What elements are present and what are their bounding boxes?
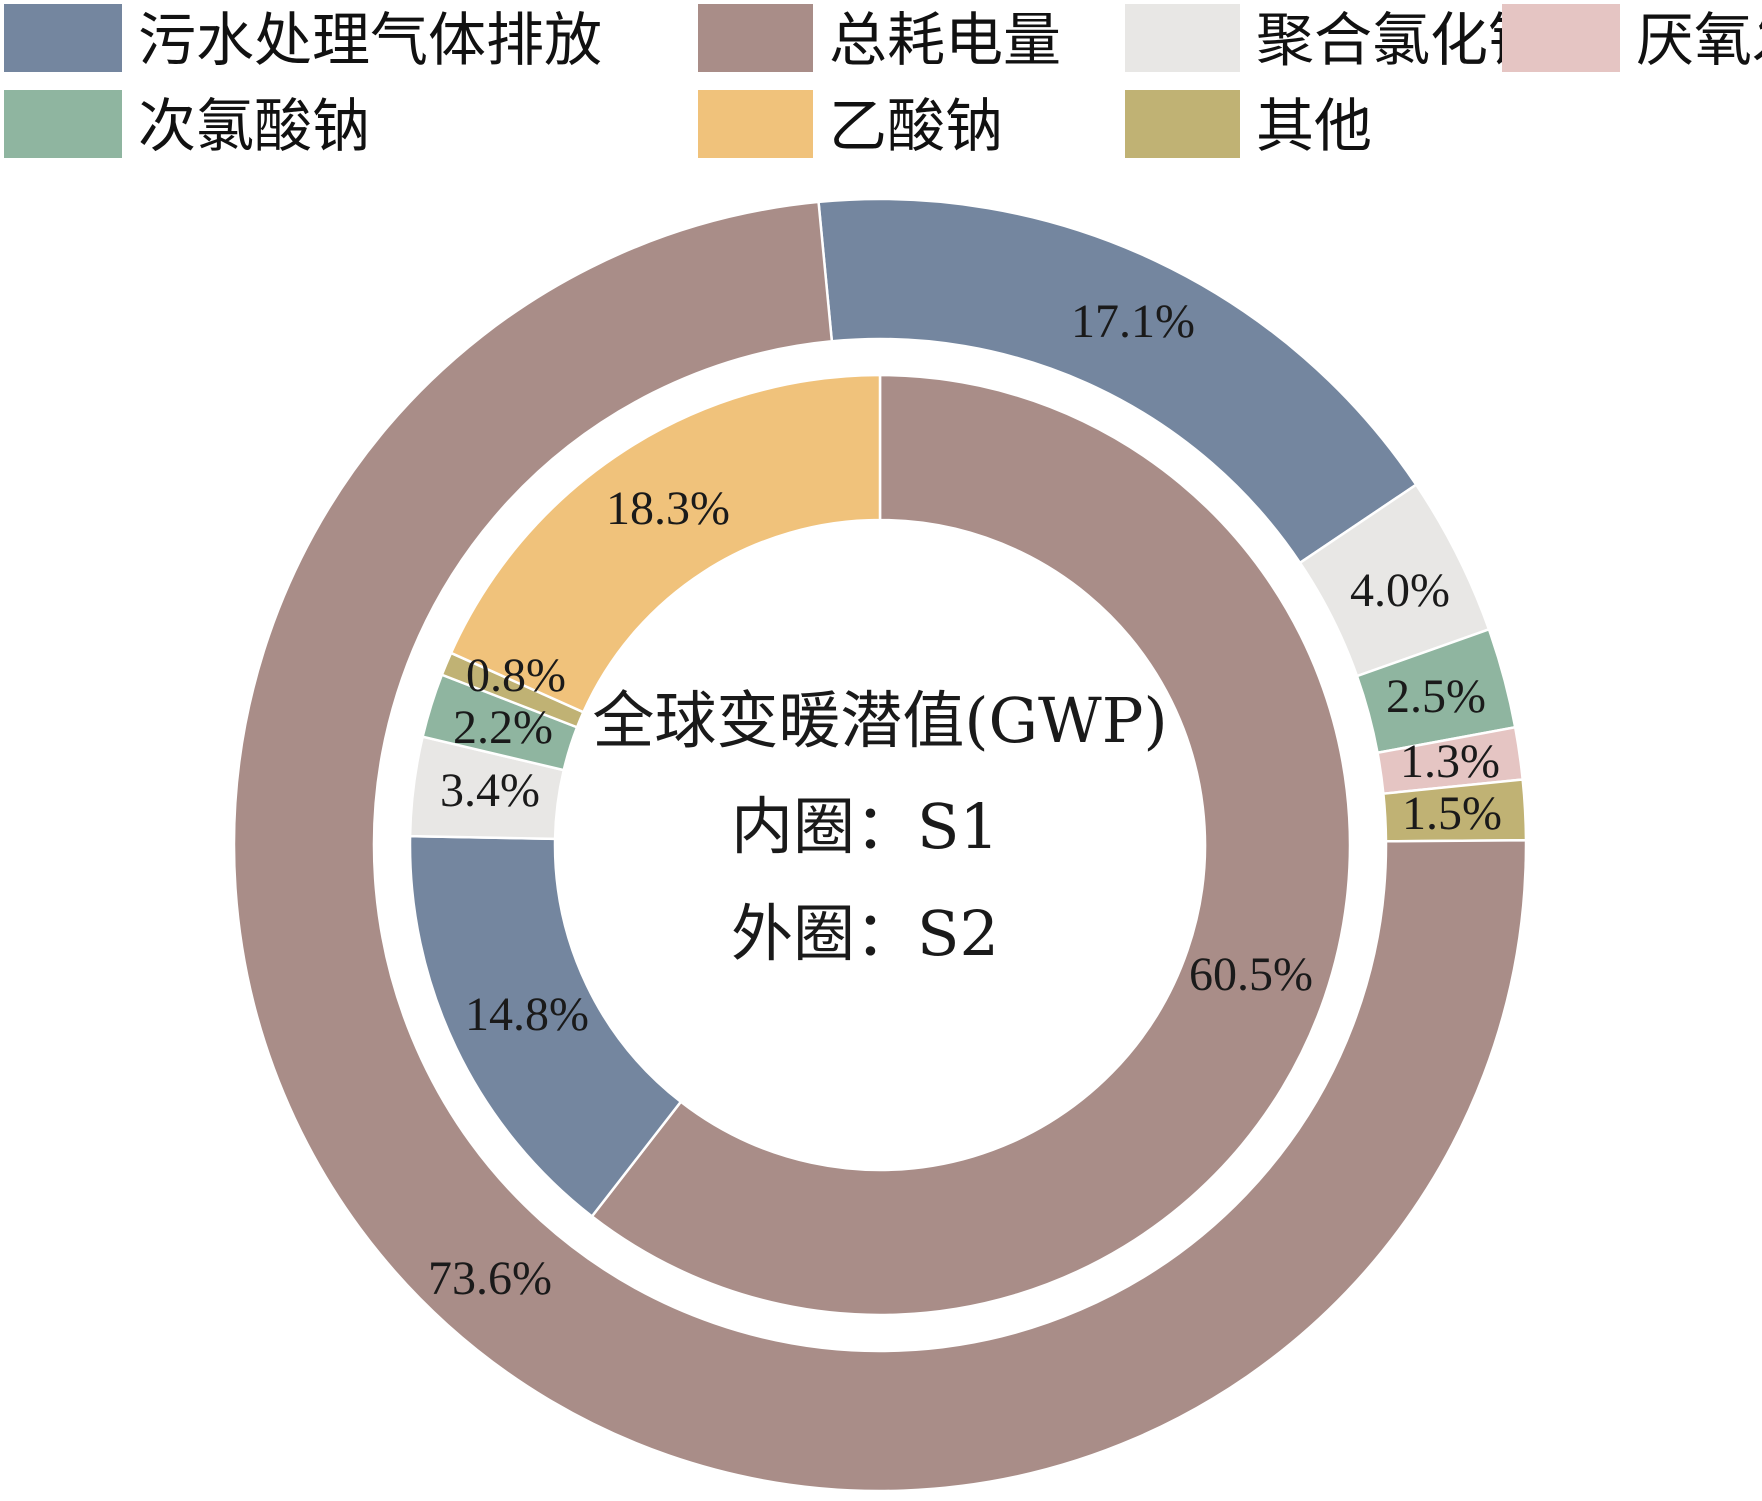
legend-swatch-anaerobic <box>1502 4 1620 72</box>
outer-label-pac: 4.0% <box>1350 564 1450 617</box>
outer-ring-s2 <box>232 197 1528 1493</box>
legend: 污水处理气体排放 总耗电量 聚合氯化铝 厌氧发酵气体排放次氯酸钠 乙酸钠 其他 <box>4 4 1762 160</box>
legend-item-power: 总耗电量 <box>698 4 1061 74</box>
outer-label-power: 73.6% <box>428 1252 552 1305</box>
legend-swatch-sewage <box>4 4 122 72</box>
center-outer-note: 外圈：S2 <box>731 897 999 970</box>
inner-label-naac: 18.3% <box>606 482 730 535</box>
inner-label-pac: 3.4% <box>440 764 540 817</box>
slice-labels: 17.1% 4.0% 2.5% 1.3%1.5% 73.6% 60.5% 14.8% 3.4%… <box>428 295 1502 1305</box>
legend-swatch-other <box>1125 90 1240 158</box>
legend-item-sewage: 污水处理气体排放 <box>4 4 602 74</box>
outer-slice-power <box>232 200 1528 1493</box>
center-title: 全球变暖潜值(GWP) <box>592 684 1167 757</box>
legend-swatch-pac <box>1125 4 1240 72</box>
center-caption: 全球变暖潜值(GWP) 内圈：S1 外圈：S2 <box>592 684 1167 970</box>
legend-label-naac: 乙酸钠 <box>829 92 1003 160</box>
legend-label-sewage: 污水处理气体排放 <box>138 6 602 74</box>
inner-label-other: 0.8% <box>466 649 566 702</box>
legend-item-anaerobic: 厌氧发酵气体排放 <box>1502 4 1762 74</box>
legend-item-pac: 聚合氯化铝 <box>1125 4 1546 74</box>
inner-slice-power <box>590 373 1352 1317</box>
legend-label-anaerobic: 厌氧发酵气体排放 <box>1636 6 1762 74</box>
outer-label-anaerobic: 1.3% <box>1400 735 1500 788</box>
inner-label-naclo: 2.2% <box>453 701 553 754</box>
inner-slice-naac <box>449 373 882 714</box>
legend-label-pac: 聚合氯化铝 <box>1256 6 1546 74</box>
legend-item-other: 其他 <box>1125 90 1372 160</box>
outer-label-naclo: 2.5% <box>1386 670 1486 723</box>
inner-label-power: 60.5% <box>1189 948 1313 1001</box>
outer-label-other: 1.5% <box>1402 787 1502 840</box>
legend-label-power: 总耗电量 <box>829 6 1061 74</box>
inner-ring-s1 <box>408 373 1352 1317</box>
legend-swatch-power <box>698 4 813 72</box>
center-inner-note: 内圈：S1 <box>731 790 999 863</box>
legend-item-naac: 乙酸钠 <box>698 90 1003 160</box>
legend-swatch-naac <box>698 90 813 158</box>
legend-item-naclo: 次氯酸钠 <box>4 90 370 160</box>
legend-label-naclo: 次氯酸钠 <box>138 92 370 160</box>
legend-label-other: 其他 <box>1256 92 1372 160</box>
legend-swatch-naclo <box>4 90 122 158</box>
inner-label-sewage: 14.8% <box>465 988 589 1041</box>
outer-label-sewage: 17.1% <box>1071 295 1195 348</box>
